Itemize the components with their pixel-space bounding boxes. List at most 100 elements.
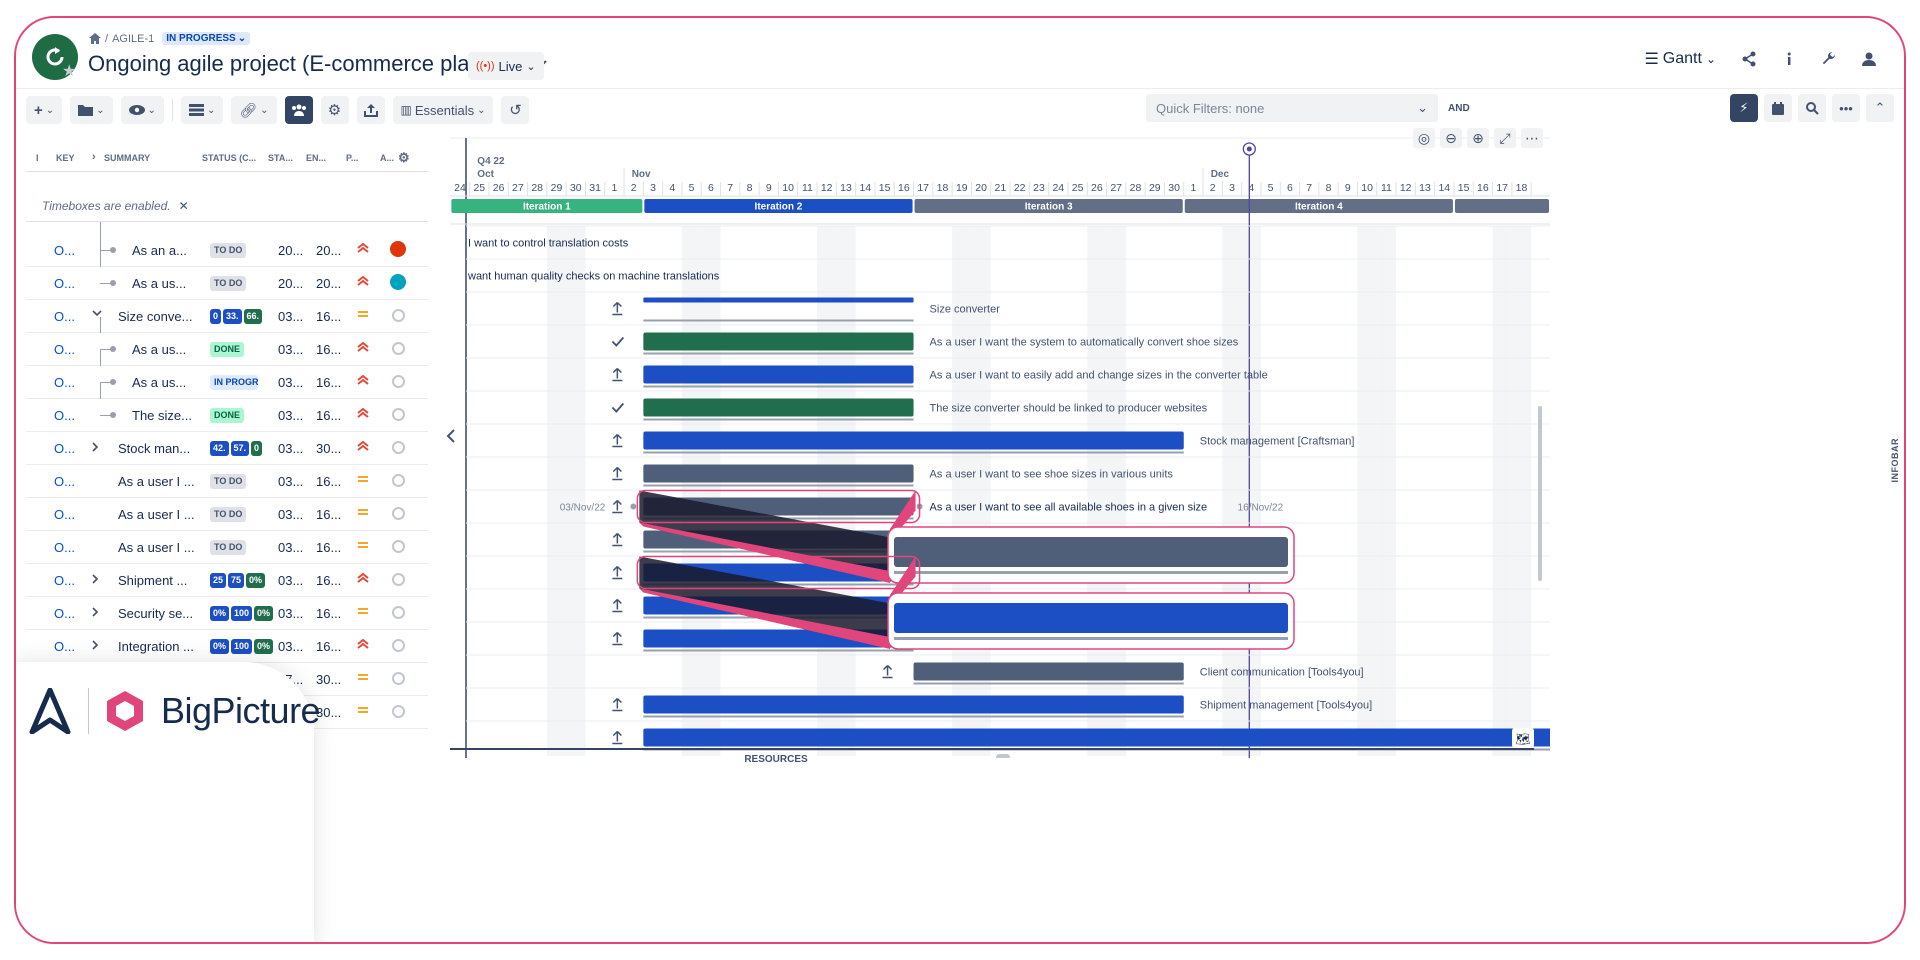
end-date[interactable]: 16...: [316, 408, 342, 423]
priority-up-icon[interactable]: [612, 598, 623, 613]
start-date[interactable]: 03...: [278, 573, 304, 588]
issue-summary[interactable]: The size...: [132, 408, 192, 423]
search-button[interactable]: [1798, 94, 1826, 122]
unassigned-avatar-icon[interactable]: [392, 342, 405, 355]
priority-up-icon[interactable]: [612, 631, 623, 646]
table-row[interactable]: O... As a us... TO DO 20... 20...: [26, 251, 428, 300]
table-row[interactable]: O... Integration ... 0% 100 0% 03... 16...: [26, 630, 428, 663]
table-row[interactable]: O... Shipment ... 25 75 0% 03... 16...: [26, 564, 428, 597]
add-button[interactable]: + ⌄: [26, 96, 63, 124]
task-label[interactable]: As a user I want to easily add and chang…: [930, 370, 1268, 382]
gantt-tool-button[interactable]: [1413, 128, 1435, 148]
dependency-handle[interactable]: [630, 503, 637, 510]
iteration-bar[interactable]: [1454, 199, 1549, 213]
task-bar[interactable]: [643, 464, 914, 483]
project-logo[interactable]: [32, 34, 78, 80]
col-end[interactable]: EN...: [306, 153, 327, 163]
task-bar[interactable]: [913, 662, 1184, 681]
issue-summary[interactable]: Stock man...: [118, 441, 191, 456]
gear-button[interactable]: ⚙: [320, 96, 349, 124]
status-lozenge[interactable]: DONE: [210, 342, 245, 357]
end-date[interactable]: 20...: [316, 243, 342, 258]
end-date[interactable]: 16...: [316, 309, 342, 324]
link-button[interactable]: 🔗︎ ⌄: [231, 96, 277, 124]
priority-up-icon[interactable]: [612, 301, 623, 316]
start-date[interactable]: 03...: [278, 309, 304, 324]
columns-button[interactable]: ⌄: [180, 96, 224, 124]
close-icon[interactable]: ✕: [178, 198, 189, 213]
task-bar[interactable]: [643, 398, 914, 417]
chevron-right-icon[interactable]: [92, 574, 99, 584]
collapse-grid-button[interactable]: [446, 428, 456, 444]
collapse-toolbar-button[interactable]: ⌃: [1866, 94, 1894, 122]
issue-summary[interactable]: Security se...: [118, 606, 194, 621]
col-summary[interactable]: SUMMARY: [104, 153, 151, 163]
task-label[interactable]: want human quality checks on machine tra…: [467, 271, 720, 283]
start-date[interactable]: 03...: [278, 606, 304, 621]
chevron-right-icon[interactable]: [92, 442, 99, 452]
end-date[interactable]: 30...: [316, 672, 342, 687]
team-button[interactable]: [284, 96, 313, 124]
gantt-tool-button[interactable]: [1521, 128, 1543, 148]
unassigned-avatar-icon[interactable]: [392, 540, 405, 553]
undo-button[interactable]: ↺: [501, 96, 530, 124]
infobar-tab[interactable]: INFOBAR: [1890, 438, 1900, 483]
iteration-bar[interactable]: [451, 199, 643, 213]
col-i[interactable]: I: [36, 153, 39, 163]
end-date[interactable]: 16...: [316, 540, 342, 555]
issue-key[interactable]: O...: [54, 243, 75, 258]
share-button[interactable]: [1734, 44, 1764, 74]
priority-up-icon[interactable]: [612, 433, 623, 448]
table-row[interactable]: O... Size conve... 0 33. 66. 03... 16...: [26, 300, 428, 333]
user-button[interactable]: [1854, 44, 1884, 74]
status-lozenge[interactable]: TO DO: [210, 243, 247, 258]
quick-action-button[interactable]: ⚡︎: [1730, 94, 1758, 122]
table-row[interactable]: O... The size... DONE 03... 16...: [26, 383, 428, 432]
table-row[interactable]: O... Security se... 0% 100 0% 03... 16...: [26, 597, 428, 630]
avatar[interactable]: [390, 241, 406, 257]
col-assignee[interactable]: A...: [380, 153, 395, 163]
star-icon[interactable]: ★: [62, 63, 77, 80]
start-date[interactable]: 20...: [278, 276, 304, 291]
gantt-tool-button[interactable]: [1467, 128, 1489, 148]
end-date[interactable]: 16...: [316, 375, 342, 390]
issue-summary[interactable]: As a user I ...: [118, 507, 195, 522]
horizontal-scrollbar[interactable]: [996, 754, 1010, 758]
end-date[interactable]: 16...: [316, 507, 342, 522]
chevron-right-icon[interactable]: [92, 607, 99, 617]
issue-summary[interactable]: As a us...: [132, 276, 187, 291]
info-button[interactable]: [1774, 44, 1804, 74]
unassigned-avatar-icon[interactable]: [392, 408, 405, 421]
task-label[interactable]: Shipment management [Tools4you]: [1200, 700, 1372, 712]
priority-up-icon[interactable]: [882, 664, 893, 679]
issue-summary[interactable]: As an a...: [132, 243, 187, 258]
issue-summary[interactable]: As a user I ...: [118, 540, 195, 555]
gantt-tool-button[interactable]: [1494, 128, 1516, 148]
chevron-right-icon[interactable]: [92, 640, 99, 650]
unassigned-avatar-icon[interactable]: [392, 672, 405, 685]
status-lozenge[interactable]: TO DO: [210, 540, 247, 555]
task-bar[interactable]: [643, 332, 914, 351]
calendar-button[interactable]: [1764, 94, 1792, 122]
task-bar[interactable]: [643, 728, 1550, 747]
priority-up-icon[interactable]: [612, 499, 623, 514]
col-start[interactable]: STA...: [268, 153, 293, 163]
table-row[interactable]: O... As a user I ... TO DO 03... 16...: [26, 465, 428, 498]
home-icon[interactable]: [89, 33, 101, 44]
task-bar[interactable]: [643, 695, 1184, 714]
more-button[interactable]: •••: [1832, 94, 1860, 122]
done-check-icon[interactable]: [611, 336, 625, 347]
end-date[interactable]: 16...: [316, 639, 342, 654]
view-options-button[interactable]: ⌄: [120, 96, 164, 124]
task-label[interactable]: As a user I want to see all available sh…: [930, 502, 1208, 514]
export-button[interactable]: [356, 96, 385, 124]
issue-summary[interactable]: As a us...: [132, 342, 187, 357]
col-priority[interactable]: P...: [346, 153, 359, 163]
end-date[interactable]: 16...: [316, 474, 342, 489]
unassigned-avatar-icon[interactable]: [392, 639, 405, 652]
issue-key[interactable]: O...: [54, 309, 75, 324]
start-date[interactable]: 03...: [278, 639, 304, 654]
essentials-button[interactable]: ▥ Essentials ⌄: [392, 96, 494, 124]
issue-summary[interactable]: As a user I ...: [118, 474, 195, 489]
minimap-button[interactable]: [1512, 728, 1534, 748]
